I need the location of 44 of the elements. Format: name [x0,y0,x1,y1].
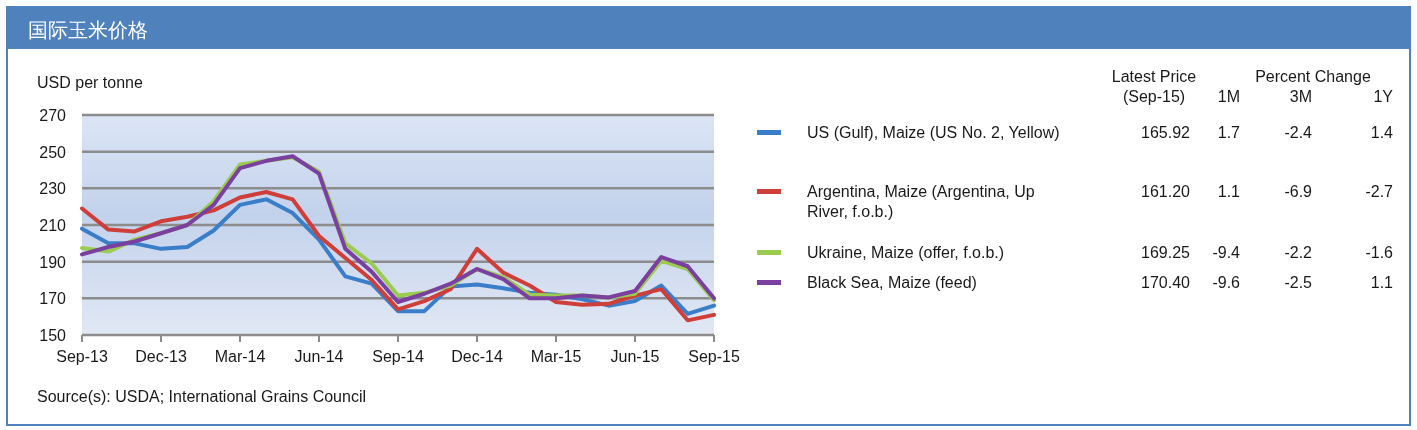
text: 170.40 [1141,274,1190,291]
text: Latest Price (Sep-15) [1111,68,1197,105]
x-tick-label: Mar-15 [530,348,582,365]
y-tick-label: 250 [39,143,67,161]
y-tick-label: 170 [39,290,67,308]
text: 165.92 [1141,124,1190,141]
source-note: Source(s): USDA; International Grains Council [37,388,367,405]
text: -9.4 [1212,244,1240,261]
text: 3M [1289,88,1312,105]
text: -2.5 [1284,274,1312,291]
y-tick-label: 230 [39,180,67,198]
text: 1.4 [1370,124,1393,141]
text: 1.1 [1217,183,1240,200]
y-axis-title: USD per tonne [37,74,143,91]
legend-label: US (Gulf), Maize (US No. 2, Yellow) [807,124,1060,141]
text: -2.4 [1284,124,1312,141]
text: -6.9 [1284,183,1312,200]
text: -9.6 [1212,274,1240,291]
chart-title: 国际玉米价格 [28,18,148,42]
text: -2.2 [1284,244,1312,261]
x-tick-label: Sep-13 [56,348,108,365]
x-tick-label: Dec-14 [451,348,503,365]
text: -2.7 [1365,183,1393,200]
text: Percent Change [1255,68,1371,85]
text: -1.6 [1365,244,1393,261]
x-tick-label: Jun-14 [294,348,344,365]
x-tick-label: Sep-14 [372,348,424,365]
text: 1Y [1373,88,1393,105]
x-tick-label: Dec-13 [135,348,187,365]
legend-label: Argentina, Maize (Argentina, Up River, f.o.b.) [807,183,1035,220]
text: 1.1 [1370,274,1393,291]
text: 1.7 [1217,124,1240,141]
y-tick-label: 190 [39,253,67,271]
x-tick-label: Sep-15 [688,348,740,365]
y-tick-label: 270 [39,107,67,124]
x-tick-label: Jun-15 [610,348,660,365]
text: 1M [1217,88,1240,105]
legend-label: Black Sea, Maize (feed) [807,274,977,291]
y-tick-label: 150 [39,327,67,344]
x-tick-label: Mar-14 [214,348,266,365]
legend-label: Ukraine, Maize (offer, f.o.b.) [807,244,1005,261]
text: 161.20 [1141,183,1190,200]
y-tick-label: 210 [39,217,67,234]
text: 169.25 [1141,244,1190,261]
